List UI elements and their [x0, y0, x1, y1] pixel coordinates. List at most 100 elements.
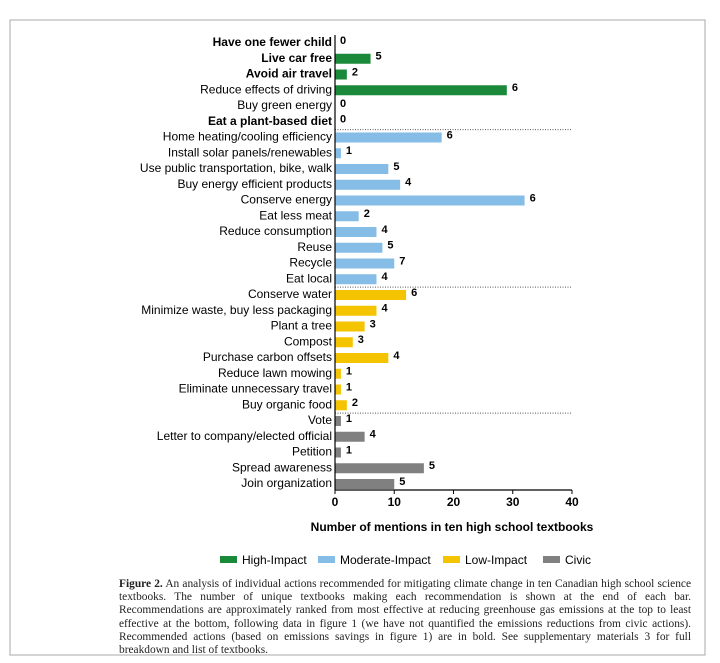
y-tick-label: Have one fewer child: [213, 35, 332, 49]
y-tick-label: Compost: [284, 334, 333, 348]
legend-label: Civic: [565, 553, 591, 567]
bar: [335, 69, 347, 80]
bar: [335, 384, 341, 395]
x-tick-label: 30: [506, 495, 520, 509]
value-label: 2: [352, 397, 358, 409]
y-tick-label: Home heating/cooling efficiency: [163, 130, 332, 144]
bar: [335, 242, 383, 253]
y-tick-label: Plant a tree: [271, 319, 333, 333]
bar: [335, 132, 442, 143]
bar: [335, 53, 371, 64]
x-tick-label: 0: [332, 495, 339, 509]
y-tick-label: Conserve water: [248, 287, 332, 301]
value-label: 1: [346, 381, 352, 393]
y-tick-label: Buy energy efficient products: [177, 177, 332, 191]
y-tick-label: Conserve energy: [241, 193, 332, 207]
bar: [335, 305, 377, 316]
legend-label: Moderate-Impact: [340, 553, 431, 567]
y-tick-label: Recycle: [289, 256, 332, 270]
value-label: 2: [364, 208, 370, 220]
bar: [335, 85, 507, 96]
value-label: 5: [429, 460, 435, 472]
bar: [335, 148, 341, 159]
y-tick-label: Live car free: [261, 51, 332, 65]
bar: [335, 400, 347, 411]
value-label: 1: [346, 413, 352, 425]
bar: [335, 290, 407, 300]
x-tick-label: 40: [565, 495, 579, 509]
caption: Figure 2. An analysis of individual acti…: [119, 578, 691, 657]
legend-swatch: [443, 556, 460, 563]
bar: [335, 368, 341, 379]
value-label: 0: [340, 35, 346, 47]
bar: [335, 479, 395, 489]
y-tick-label: Purchase carbon offsets: [203, 350, 332, 364]
value-label: 5: [393, 161, 399, 173]
x-tick-label: 20: [447, 495, 461, 509]
value-label: 4: [405, 177, 412, 189]
x-axis-title: Number of mentions in ten high school te…: [311, 520, 594, 534]
legend-label: High-Impact: [242, 553, 307, 567]
y-tick-label: Letter to company/elected official: [157, 429, 332, 443]
value-label: 4: [381, 224, 388, 236]
y-tick-label: Reduce effects of driving: [200, 82, 332, 96]
value-label: 3: [370, 318, 376, 330]
value-label: 0: [340, 114, 346, 126]
bar: [335, 337, 353, 348]
bar: [335, 416, 341, 426]
y-tick-label: Eat a plant-based diet: [208, 114, 332, 128]
bar: [335, 164, 389, 174]
bar: [335, 274, 377, 285]
value-label: 3: [358, 334, 364, 346]
y-tick-label: Buy green energy: [237, 98, 332, 112]
y-tick-label: Reuse: [297, 240, 332, 254]
value-label: 2: [352, 66, 358, 78]
bar: [335, 227, 377, 237]
bar: [335, 195, 525, 206]
y-tick-label: Join organization: [241, 476, 332, 490]
y-tick-label: Vote: [308, 413, 332, 427]
caption-text: An analysis of individual actions recomm…: [119, 578, 691, 657]
bar: [335, 321, 365, 332]
legend-swatch: [318, 556, 335, 563]
y-tick-label: Install solar panels/renewables: [168, 145, 332, 159]
bar: [335, 431, 365, 442]
y-tick-label: Reduce consumption: [219, 224, 332, 238]
value-label: 1: [346, 444, 352, 456]
value-label: 6: [447, 129, 453, 141]
value-label: 5: [376, 51, 382, 63]
y-tick-label: Eliminate unnecessary travel: [179, 382, 332, 396]
legend-swatch: [220, 556, 237, 563]
bar: [335, 179, 401, 190]
bar: [335, 447, 341, 458]
y-tick-label: Eat local: [286, 271, 332, 285]
y-tick-label: Petition: [292, 445, 332, 459]
legend-label: Low-Impact: [465, 553, 528, 567]
value-label: 5: [399, 476, 405, 488]
legend-swatch: [543, 556, 560, 563]
value-label: 1: [346, 366, 352, 378]
bar: [335, 353, 389, 363]
y-tick-label: Eat less meat: [259, 208, 332, 222]
bar: [335, 211, 359, 222]
value-label: 4: [370, 429, 377, 441]
y-tick-label: Minimize waste, buy less packaging: [141, 303, 332, 317]
value-label: 7: [399, 255, 405, 267]
y-tick-label: Buy organic food: [242, 397, 332, 411]
y-tick-label: Reduce lawn mowing: [218, 366, 332, 380]
frame: [9, 19, 706, 656]
value-label: 5: [387, 240, 393, 252]
value-label: 4: [381, 303, 388, 315]
y-tick-label: Use public transportation, bike, walk: [140, 161, 333, 175]
value-label: 4: [393, 350, 400, 362]
value-label: 6: [512, 82, 518, 94]
value-label: 6: [411, 287, 417, 299]
value-label: 0: [340, 98, 346, 110]
x-tick-label: 10: [388, 495, 402, 509]
value-label: 4: [381, 271, 388, 283]
value-label: 6: [530, 192, 536, 204]
bar: [335, 463, 424, 474]
value-label: 1: [346, 145, 352, 157]
